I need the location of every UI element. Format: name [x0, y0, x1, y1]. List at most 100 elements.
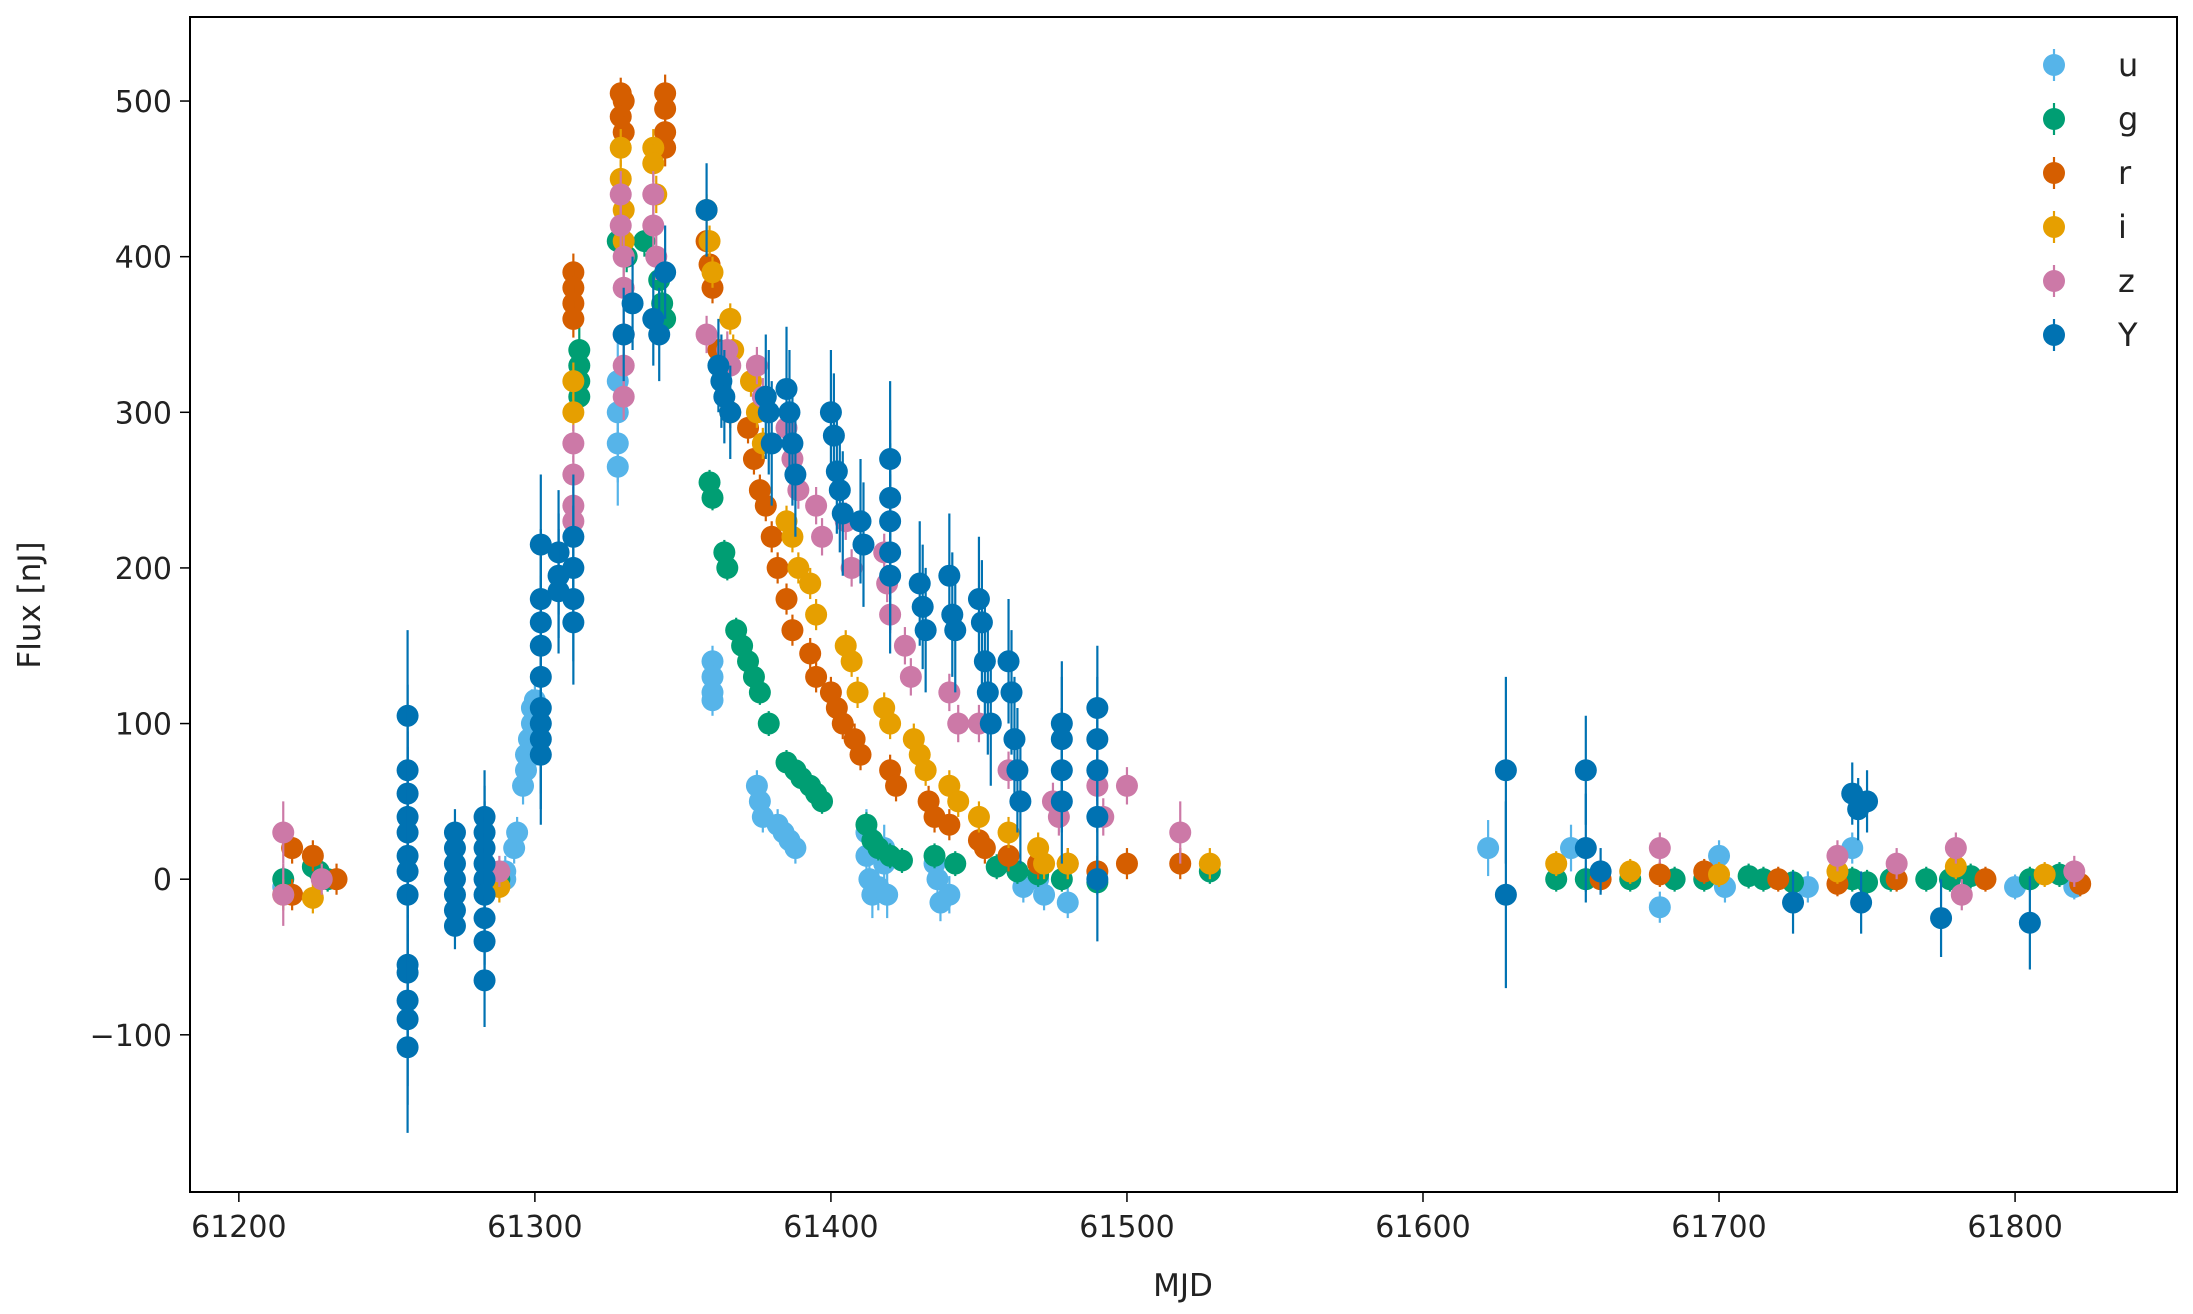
data-point-i [698, 230, 721, 253]
data-point-i [2033, 863, 2056, 886]
data-point-z [609, 214, 632, 237]
data-point-z [1885, 852, 1908, 875]
data-point-Y [719, 401, 742, 424]
data-point-r [805, 665, 828, 688]
data-point-z [1944, 837, 1967, 860]
legend-label: u [2118, 46, 2138, 84]
legend-marker-icon [2043, 324, 2065, 346]
data-point-Y [825, 460, 848, 483]
data-point-r [301, 844, 324, 867]
data-point-u [938, 883, 961, 906]
data-point-r [1974, 868, 1997, 891]
data-point-u [926, 868, 949, 891]
data-point-i [1033, 852, 1056, 875]
data-point-i [1708, 863, 1731, 886]
data-point-z [642, 214, 665, 237]
data-point-u [1056, 891, 1079, 914]
x-tick-label: 61400 [783, 1210, 878, 1245]
data-point-g [1915, 868, 1938, 891]
plot-marks [272, 74, 2092, 1133]
data-point-i [947, 790, 970, 813]
data-point-Y [2018, 911, 2041, 934]
data-point-z [938, 681, 961, 704]
data-point-Y [1006, 759, 1029, 782]
data-point-g [1545, 868, 1568, 891]
data-point-z [805, 494, 828, 517]
x-axis-title: MJD [1153, 1268, 1213, 1304]
data-point-Y [695, 198, 718, 221]
data-point-Y [970, 611, 993, 634]
data-point-z [1169, 821, 1192, 844]
data-point-i [1545, 852, 1568, 875]
y-tick-label: −100 [90, 1019, 172, 1054]
data-point-r [1115, 852, 1138, 875]
data-point-i [1944, 855, 1967, 878]
data-point-i [642, 152, 665, 175]
data-point-Y [997, 650, 1020, 673]
data-point-z [1950, 883, 1973, 906]
legend-label: g [2118, 100, 2138, 138]
legend-item-r: r [2043, 154, 2132, 192]
data-point-i [879, 712, 902, 735]
data-point-z [562, 432, 585, 455]
data-point-Y [1930, 907, 1953, 930]
legend-label: r [2118, 154, 2132, 192]
data-point-Y [944, 619, 967, 642]
series-g [272, 225, 2071, 895]
data-point-i [701, 261, 724, 284]
data-point-z [2063, 860, 2086, 883]
legend-marker-icon [2043, 54, 2065, 76]
data-point-u [876, 883, 899, 906]
data-point-Y [1782, 891, 1805, 914]
data-point-Y [612, 323, 635, 346]
x-axis: 61200 61300 61400 61500 61600 61700 61800 [191, 1192, 2063, 1245]
data-point-Y [1574, 759, 1597, 782]
legend-marker-icon [2043, 108, 2065, 130]
y-tick-label: 100 [115, 708, 172, 743]
data-point-r [973, 837, 996, 860]
data-point-Y [621, 292, 644, 315]
series-r [281, 74, 2092, 911]
y-tick-label: 0 [153, 863, 172, 898]
data-point-z [612, 245, 635, 268]
data-point-z [642, 183, 665, 206]
data-point-u [506, 821, 529, 844]
data-point-i [1198, 852, 1221, 875]
data-point-z [840, 556, 863, 579]
data-point-Y [784, 463, 807, 486]
data-point-g [1856, 871, 1879, 894]
data-point-z [1115, 774, 1138, 797]
data-point-Y [1003, 728, 1026, 751]
data-point-u [701, 689, 724, 712]
data-point-Y [781, 432, 804, 455]
data-point-Y [979, 712, 1002, 735]
data-point-u [606, 455, 629, 478]
data-point-i [805, 603, 828, 626]
legend-marker-icon [2043, 162, 2065, 184]
x-tick-label: 61300 [487, 1210, 582, 1245]
data-point-i [846, 681, 869, 704]
data-point-z [947, 712, 970, 735]
y-tick-label: 300 [115, 396, 172, 431]
data-point-r [766, 556, 789, 579]
y-axis: −100 0 100 200 300 400 500 [90, 85, 190, 1054]
data-point-Y [1000, 681, 1023, 704]
data-point-z [310, 868, 333, 891]
data-point-Y [908, 572, 931, 595]
y-tick-label: 500 [115, 85, 172, 120]
data-point-r [799, 642, 822, 665]
data-point-i [967, 805, 990, 828]
data-point-Y [911, 595, 934, 618]
data-point-Y [973, 650, 996, 673]
data-point-r [849, 743, 872, 766]
x-tick-label: 61500 [1079, 1210, 1174, 1245]
data-point-Y [967, 588, 990, 611]
data-point-g [716, 556, 739, 579]
data-point-z [893, 634, 916, 657]
data-point-Y [831, 502, 854, 525]
y-tick-label: 200 [115, 552, 172, 587]
data-point-r [760, 525, 783, 548]
data-point-Y [852, 533, 875, 556]
data-point-r [775, 588, 798, 611]
plot-frame [189, 16, 2178, 1193]
